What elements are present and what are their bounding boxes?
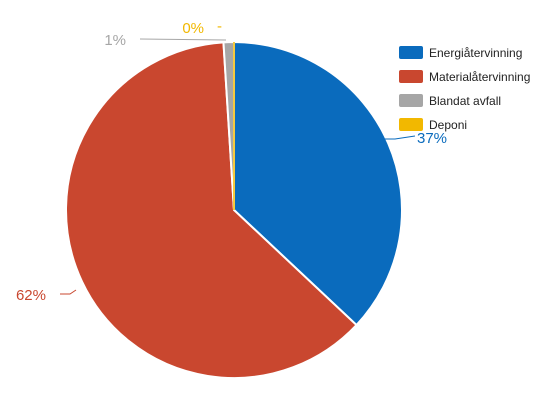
legend: Energiåtervinning Materialåtervinning Blan…	[399, 46, 530, 132]
data-label-blandat-avfall: 1%	[104, 32, 126, 49]
pie-slices	[65, 40, 403, 379]
annotation-dash: -	[217, 18, 222, 35]
leader-line-materialatervinning	[60, 289, 77, 295]
pie-slice-materialatervinning	[65, 41, 358, 379]
data-label-materialatervinning: 62%	[16, 287, 46, 304]
legend-label-materialatervinning: Materialåtervinning	[429, 70, 530, 84]
legend-label-deponi: Deponi	[429, 118, 467, 132]
legend-swatch-energiatervinning	[399, 46, 423, 59]
legend-swatch-materialatervinning	[399, 70, 423, 83]
data-label-deponi: 0%	[182, 20, 204, 37]
legend-swatch-blandat-avfall	[399, 94, 423, 107]
pie-slice-energiatervinning	[233, 40, 403, 327]
data-label-energiatervinning: 37%	[417, 130, 447, 147]
legend-swatch-deponi	[399, 118, 423, 131]
legend-label-energiatervinning: Energiåtervinning	[429, 46, 522, 60]
leader-line-blandat-avfall	[139, 38, 227, 41]
legend-label-blandat-avfall: Blandat avfall	[429, 94, 501, 108]
data-labels: 37% 62% 1% 0% -	[16, 18, 447, 304]
leader-line-energiatervinning	[384, 135, 416, 140]
